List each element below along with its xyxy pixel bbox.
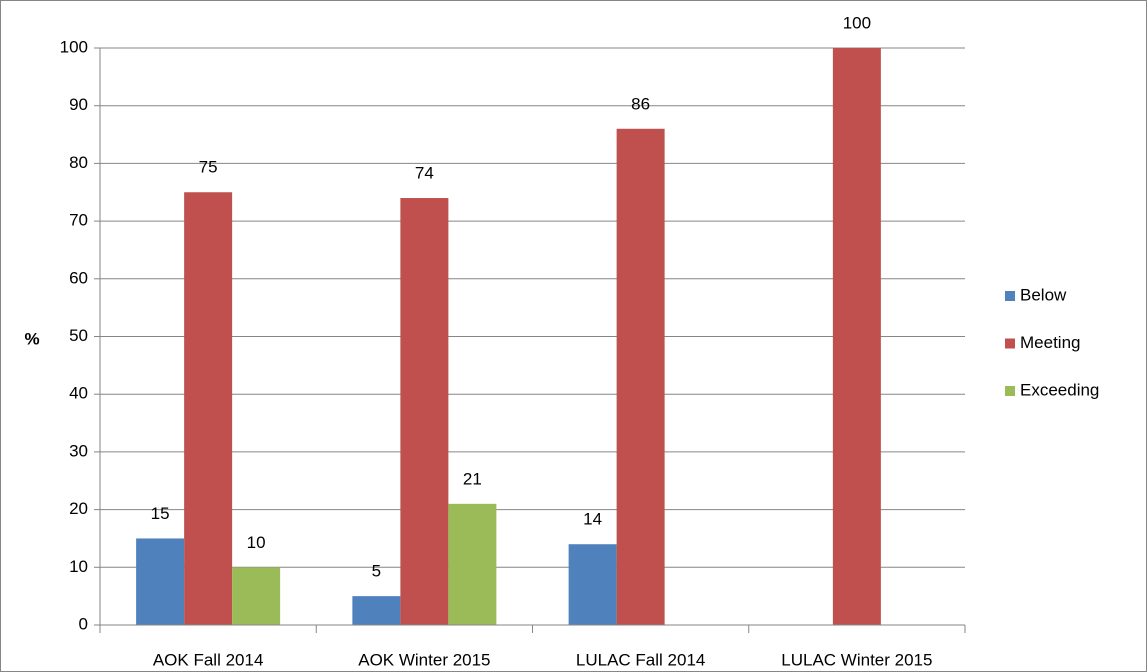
y-tick-label: 80	[69, 153, 88, 172]
y-tick-label: 50	[69, 326, 88, 345]
bar	[232, 567, 281, 625]
bar	[136, 538, 185, 625]
y-tick-label: 90	[69, 95, 88, 114]
legend-label: Meeting	[1020, 333, 1080, 352]
legend-label: Below	[1020, 285, 1067, 304]
y-tick-label: 0	[79, 614, 88, 633]
bar	[184, 192, 233, 625]
bar	[448, 503, 497, 625]
data-label: 21	[463, 469, 482, 488]
x-tick-label: LULAC Winter 2015	[781, 650, 932, 669]
y-tick-label: 10	[69, 557, 88, 576]
bar	[832, 48, 881, 625]
y-tick-label: 100	[60, 37, 88, 56]
bar	[352, 596, 401, 625]
x-tick-label: AOK Fall 2014	[153, 650, 264, 669]
y-axis-label: %	[24, 329, 39, 348]
data-label: 86	[631, 94, 650, 113]
bar	[568, 544, 617, 625]
data-label: 10	[247, 533, 266, 552]
legend-swatch	[1005, 386, 1015, 396]
data-label: 100	[843, 13, 871, 32]
x-tick-label: AOK Winter 2015	[358, 650, 490, 669]
legend-label: Exceeding	[1020, 380, 1099, 399]
data-label: 15	[151, 504, 170, 523]
y-tick-label: 60	[69, 268, 88, 287]
legend-swatch	[1005, 291, 1015, 301]
x-tick-label: LULAC Fall 2014	[576, 650, 705, 669]
data-label: 75	[199, 158, 218, 177]
y-tick-label: 40	[69, 384, 88, 403]
data-label: 5	[372, 562, 381, 581]
y-tick-label: 30	[69, 441, 88, 460]
y-tick-label: 70	[69, 211, 88, 230]
legend-swatch	[1005, 338, 1015, 349]
data-label: 14	[583, 510, 602, 529]
data-label: 74	[415, 164, 434, 183]
bar	[400, 198, 449, 625]
y-tick-label: 20	[69, 499, 88, 518]
bar	[616, 128, 665, 625]
